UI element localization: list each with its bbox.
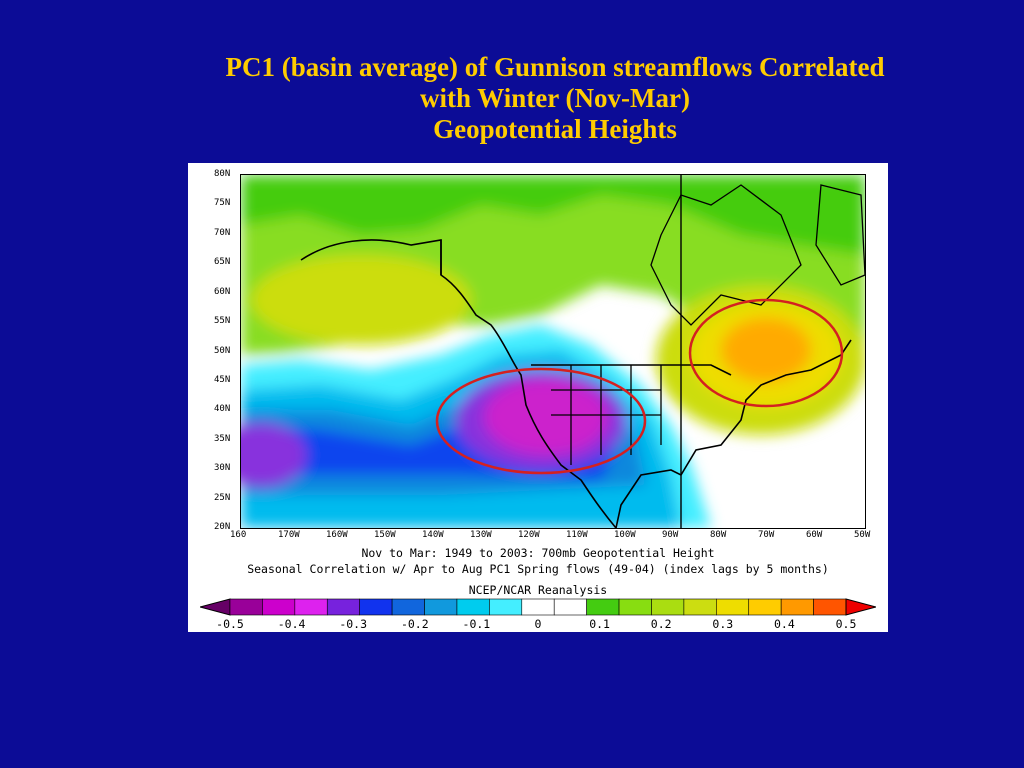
colorbar-swatch [456,598,490,616]
colorbar-swatch [326,598,360,616]
coastline-greenland [815,184,865,286]
lat-tick-label: 60N [214,286,231,297]
colorbar-swatch [359,598,393,616]
colorbar-tick-label: -0.2 [400,617,429,631]
colorbar-tick-label: -0.4 [277,617,306,631]
band-western-us-0.35 [484,379,608,455]
band-pacific-0.3 [241,423,306,487]
colorbar-swatch [748,598,782,616]
band-positive-0.1 [241,175,865,255]
colorbar-tick-label: 0.2 [650,617,672,631]
colorbar-swatch [391,598,425,616]
lon-tick-label: 70W [758,530,775,540]
colorbar-swatch [521,598,555,616]
lon-tick-label: 100W [614,530,636,540]
caption-period: Nov to Mar: 1949 to 2003: 700mb Geopoten… [361,546,715,560]
coastline-hudson-bay [650,184,802,326]
band-canada-0.3 [721,318,811,382]
colorbar-swatch [780,598,814,616]
colorbar-swatch [489,598,523,616]
lat-tick-label: 50N [214,345,231,356]
caption-correlation: Seasonal Correlation w/ Apr to Aug PC1 S… [247,562,829,576]
lat-tick-label: 65N [214,257,231,268]
colorbar-swatch [683,598,717,616]
title-line-2: with Winter (Nov-Mar) [420,83,690,113]
coastlines [300,175,865,528]
lat-tick-label: 75N [214,198,231,209]
lat-tick-label: 30N [214,463,231,474]
colorbar-tick-label: 0.5 [835,617,857,631]
lon-tick-label: 120W [518,530,540,540]
title-line-3: Geopotential Heights [433,114,677,144]
colorbar-swatch [618,598,652,616]
lon-tick-label: 140W [422,530,444,540]
coastline-gulf-east [615,339,852,528]
lon-tick-label: 60W [806,530,823,540]
colorbar-right-arrow [845,598,876,616]
lon-tick-label: 160 [230,530,247,540]
colorbar-swatch [262,598,296,616]
colorbar-tick-label: -0.3 [339,617,368,631]
correlation-map-figure: 80N 75N 70N 65N 60N 55N 50N 45N 40N 35N 30N 25N 20N … [188,163,888,632]
lon-tick-label: 150W [374,530,396,540]
colorbar-tick-label: 0.4 [774,617,795,631]
caption-source: NCEP/NCAR Reanalysis [468,583,608,597]
correlation-field-map [241,175,865,528]
us-state-borders [551,365,662,465]
colorbar-tick-label: -0.5 [216,617,244,631]
lat-tick-label: 70N [214,227,231,238]
lat-tick-label: 55N [214,316,231,327]
colorbar-swatch [424,598,458,616]
colorbar-swatch [716,598,750,616]
coastline-west-north-america [300,239,617,528]
title-line-1: PC1 (basin average) of Gunnison streamfl… [225,52,885,82]
band-alaska-0.2 [251,255,471,345]
colorbar [200,598,876,616]
slide-title: PC1 (basin average) of Gunnison streamfl… [110,52,1000,145]
lon-tick-label: 50W [854,530,871,540]
colorbar-left-arrow [200,598,231,616]
lon-tick-label: 160W [326,530,348,540]
lat-tick-label: 45N [214,374,231,385]
map-panel [240,174,866,529]
lon-tick-label: 110W [566,530,588,540]
highlight-circle-western-us [435,367,647,475]
colorbar-swatch [294,598,328,616]
colorbar-swatch [229,598,263,616]
highlight-circle-eastern-canada [688,298,844,408]
border-us-canada [531,364,732,376]
lon-tick-label: 90W [662,530,679,540]
colorbar-tick-label: 0.3 [712,617,734,631]
lat-tick-label: 35N [214,433,231,444]
colorbar-swatch [553,598,587,616]
lat-tick-label: 40N [214,404,231,415]
colorbar-tick-label: 0.1 [589,617,610,631]
lat-tick-label: 25N [214,492,231,503]
colorbar-tick-label: 0 [534,617,542,631]
lon-tick-label: 130W [470,530,492,540]
lat-tick-label: 80N [214,169,231,179]
colorbar-tick-label: -0.1 [462,617,491,631]
lat-tick-label: 20N [214,522,231,532]
colorbar-swatch [651,598,685,616]
lon-tick-label: 80W [710,530,727,540]
colorbar-swatch [813,598,847,616]
lon-tick-label: 170W [278,530,300,540]
colorbar-swatch [586,598,620,616]
